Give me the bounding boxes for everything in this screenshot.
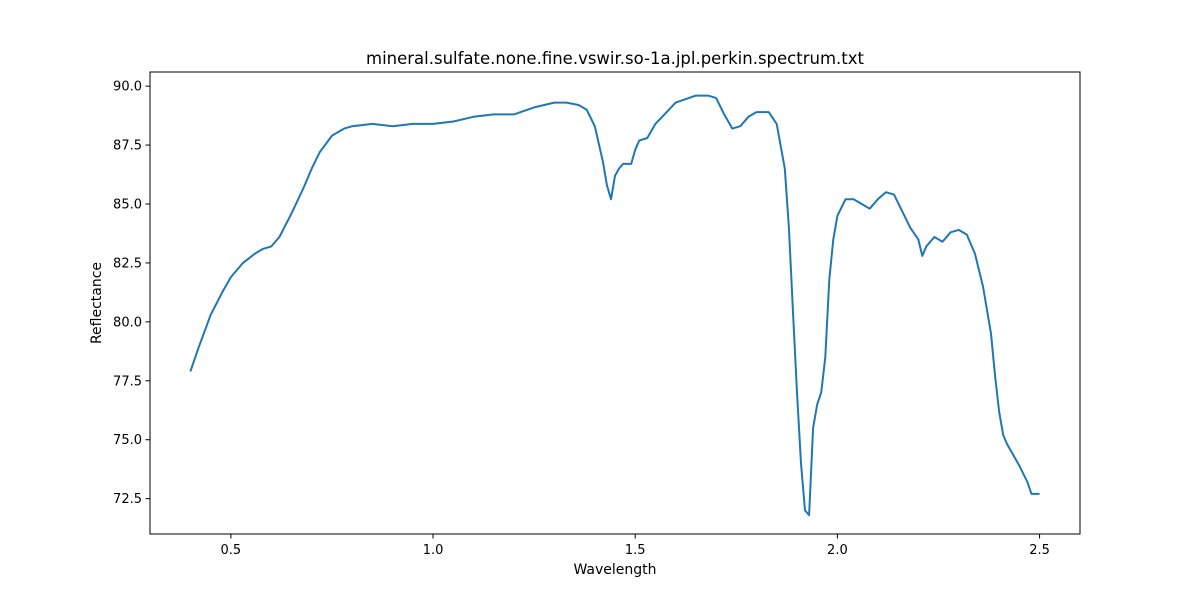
x-axis: 0.5 1.0 1.5 2.0 2.5 bbox=[221, 534, 1050, 558]
y-tick-label: 90.0 bbox=[113, 80, 142, 95]
y-tick-label: 82.5 bbox=[113, 256, 142, 271]
x-tick-label: 0.5 bbox=[221, 543, 242, 558]
x-tick-label: 2.5 bbox=[1029, 543, 1050, 558]
x-tick-label: 1.0 bbox=[423, 543, 444, 558]
y-tick-label: 75.0 bbox=[113, 433, 142, 448]
plot-area: 0.5 1.0 1.5 2.0 2.5 72.5 75.0 77.5 80.0 82.5 85.0… bbox=[113, 71, 1081, 558]
plot-frame bbox=[149, 71, 1081, 535]
x-tick-label: 1.5 bbox=[625, 543, 646, 558]
chart-title: mineral.sulfate.none.fine.vswir.so-1a.jp… bbox=[366, 49, 865, 68]
y-tick-label: 80.0 bbox=[113, 315, 142, 330]
y-tick-label: 72.5 bbox=[113, 492, 142, 507]
x-axis-label: Wavelength bbox=[573, 562, 656, 578]
y-axis: 72.5 75.0 77.5 80.0 82.5 85.0 87.5 90.0 bbox=[113, 80, 150, 507]
series-layer bbox=[189, 94, 1040, 517]
series-line-0 bbox=[189, 94, 1040, 517]
y-tick-label: 77.5 bbox=[113, 374, 142, 389]
y-axis-label: Reflectance bbox=[89, 262, 105, 344]
x-tick-label: 2.0 bbox=[827, 543, 848, 558]
y-tick-label: 87.5 bbox=[113, 139, 142, 154]
y-tick-label: 85.0 bbox=[113, 198, 142, 213]
